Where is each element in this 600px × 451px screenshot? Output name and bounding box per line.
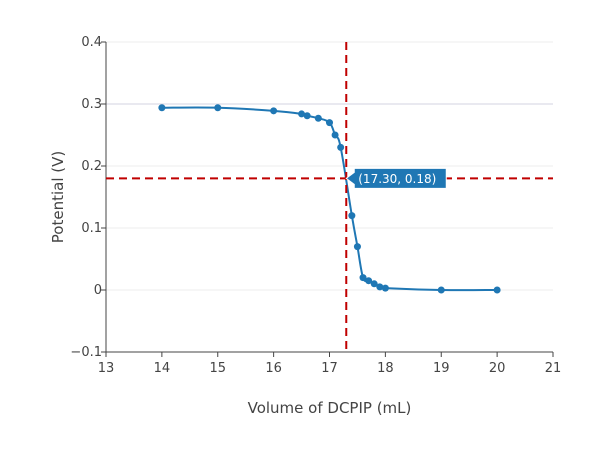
x-tick-label: 20: [489, 361, 506, 376]
y-tick-label: 0.1: [81, 221, 102, 236]
data-point[interactable]: [298, 110, 306, 118]
x-tick-label: 15: [209, 361, 226, 376]
annotation-layer: (17.30, 0.18): [345, 167, 447, 189]
y-tick-label: 0.3: [81, 97, 102, 112]
series-line: [161, 106, 498, 292]
data-point[interactable]: [381, 284, 389, 292]
data-point[interactable]: [359, 274, 367, 282]
series-layer: [158, 104, 501, 294]
data-point[interactable]: [326, 119, 333, 127]
data-point[interactable]: [270, 107, 278, 115]
data-point[interactable]: [370, 280, 378, 288]
data-point[interactable]: [337, 143, 345, 151]
x-tick-label: 21: [545, 361, 562, 376]
annotation-label: (17.30, 0.18): [358, 172, 436, 186]
y-tick-label: 0: [94, 283, 102, 298]
x-tick-label: 18: [377, 361, 394, 376]
reference-lines: [106, 42, 553, 352]
tick-labels: 13 14 15 16 17 18 19 20 21 −0.1 0 0.1 0.2 0.3 0.4: [70, 35, 561, 376]
data-point[interactable]: [331, 131, 339, 139]
x-tick-label: 14: [154, 361, 171, 376]
data-point[interactable]: [158, 104, 166, 112]
data-point[interactable]: [493, 286, 501, 294]
data-point[interactable]: [353, 243, 361, 251]
x-axis-title: Volume of DCPIP (mL): [248, 399, 412, 417]
x-tick-label: 13: [98, 361, 115, 376]
x-tick-label: 17: [321, 361, 338, 376]
y-axis-title: Potential (V): [49, 151, 67, 243]
data-point[interactable]: [376, 283, 384, 291]
y-tick-label: 0.4: [81, 35, 102, 50]
annotation-box: [345, 167, 447, 189]
data-point[interactable]: [437, 286, 445, 294]
axes: [101, 41, 554, 357]
data-point[interactable]: [303, 112, 311, 120]
y-tick-label: −0.1: [70, 345, 102, 360]
data-point[interactable]: [348, 212, 356, 220]
data-point[interactable]: [214, 104, 222, 112]
x-tick-label: 16: [265, 361, 282, 376]
x-tick-label: 19: [433, 361, 450, 376]
y-tick-label: 0.2: [81, 159, 102, 174]
grid-lines: [106, 41, 553, 291]
data-point[interactable]: [365, 277, 373, 285]
data-point[interactable]: [314, 114, 322, 122]
